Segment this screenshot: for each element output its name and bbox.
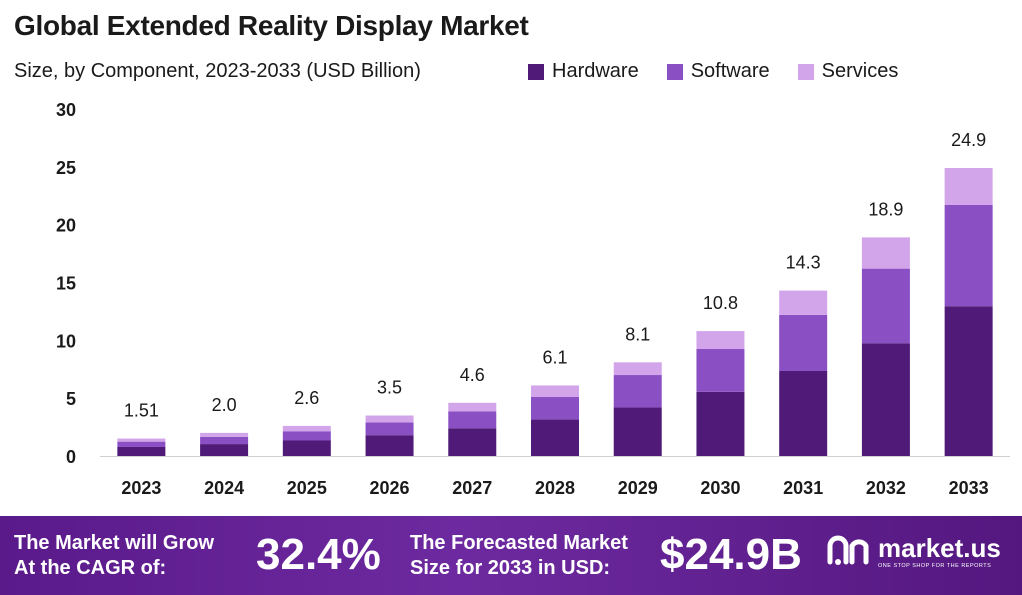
chart-subtitle: Size, by Component, 2023-2033 (USD Billi… — [14, 60, 421, 82]
bar-segment-hardware — [779, 370, 828, 456]
x-tick-label: 2032 — [866, 478, 906, 498]
bar-segment-software — [117, 441, 166, 447]
bar-segment-services — [531, 385, 579, 398]
bar-segment-software — [696, 349, 745, 392]
legend-item-services: Services — [797, 60, 899, 83]
bar-segment-services — [365, 415, 414, 423]
y-tick-label: 25 — [56, 158, 76, 178]
bar-segment-hardware — [200, 444, 249, 456]
cagr-value: 32.4% — [256, 530, 381, 579]
forecast-label-line2: Size for 2033 in USD: — [410, 557, 611, 579]
bar-segment-software — [531, 397, 579, 420]
bar-total-label: 14.3 — [786, 253, 821, 273]
logo-tagline: ONE STOP SHOP FOR THE REPORTS — [878, 563, 992, 569]
bar-segment-hardware — [613, 407, 662, 456]
bar-total-label: 6.1 — [542, 347, 567, 367]
bar-segment-hardware — [861, 343, 910, 456]
bar-segment-hardware — [531, 419, 579, 456]
bar-total-label: 4.6 — [460, 365, 485, 385]
cagr-label-line2: At the CAGR of: — [14, 557, 167, 579]
bar-segment-hardware — [448, 428, 497, 456]
bar-segment-services — [613, 362, 662, 376]
x-tick-label: 2029 — [618, 478, 658, 498]
bar-total-label: 1.51 — [124, 401, 159, 421]
y-tick-label: 10 — [56, 331, 76, 351]
x-tick-label: 2031 — [783, 478, 823, 498]
y-tick-label: 0 — [66, 447, 76, 467]
bar-segment-services — [944, 167, 993, 206]
logo-name: market.us — [878, 533, 1001, 563]
bar-segment-hardware — [117, 446, 166, 456]
legend-item-software: Software — [666, 60, 770, 83]
bar-total-label: 2.6 — [294, 388, 319, 408]
legend-swatch-hardware — [528, 63, 544, 80]
bar-segment-services — [696, 331, 745, 350]
x-tick-label: 2030 — [700, 478, 740, 498]
bar-segment-hardware — [944, 306, 993, 456]
legend-swatch-software — [666, 63, 683, 80]
legend-label-services: Services — [821, 60, 899, 82]
y-tick-label: 15 — [56, 274, 76, 294]
x-tick-label: 2025 — [287, 478, 327, 498]
bar-segment-hardware — [696, 391, 745, 456]
bar-segment-software — [779, 314, 828, 371]
x-tick-label: 2027 — [452, 478, 492, 498]
bar-segment-services — [200, 432, 249, 437]
x-tick-label: 2033 — [949, 478, 989, 498]
legend-label-hardware: Hardware — [552, 60, 639, 82]
bar-segment-services — [779, 290, 828, 315]
legend: Hardware Software Services — [528, 60, 898, 83]
legend-label-software: Software — [690, 60, 770, 82]
bar-segment-services — [282, 425, 331, 432]
bar-total-label: 24.9 — [951, 130, 986, 150]
y-tick-label: 20 — [56, 216, 76, 236]
legend-swatch-services — [797, 63, 814, 80]
bar-segment-software — [282, 431, 331, 441]
cagr-label: The Market will Grow At the CAGR of: — [14, 531, 214, 581]
chart-title: Global Extended Reality Display Market — [14, 10, 529, 41]
bar-segment-hardware — [282, 440, 331, 456]
x-tick-label: 2028 — [535, 478, 575, 498]
bar-segment-hardware — [365, 435, 414, 456]
bar-segment-software — [365, 422, 414, 436]
forecast-label-line1: The Forecasted Market — [410, 532, 628, 554]
bar-total-label: 10.8 — [703, 293, 738, 313]
legend-item-hardware: Hardware — [528, 60, 639, 83]
summary-banner: The Market will Grow At the CAGR of: 32.… — [0, 516, 1022, 595]
market-us-logo-icon — [827, 535, 869, 565]
bar-segment-services — [448, 402, 497, 412]
bar-segment-software — [613, 375, 662, 408]
bar-segment-software — [861, 268, 910, 344]
bar-total-label: 2.0 — [212, 395, 237, 415]
market-us-logo: market.us ONE STOP SHOP FOR THE REPORTS — [826, 532, 1001, 572]
bar-total-label: 8.1 — [625, 324, 650, 344]
stacked-bar-chart: 0510152025301.5120232.020242.620253.5202… — [56, 100, 1010, 498]
x-tick-label: 2024 — [204, 478, 244, 498]
forecast-value: $24.9B — [660, 530, 802, 579]
y-tick-label: 30 — [56, 100, 76, 120]
bar-segment-services — [117, 438, 166, 442]
x-tick-label: 2023 — [121, 478, 161, 498]
bar-segment-software — [448, 411, 497, 429]
bar-total-label: 18.9 — [868, 199, 903, 219]
bar-total-label: 3.5 — [377, 378, 402, 398]
y-tick-label: 5 — [66, 389, 76, 409]
cagr-label-line1: The Market will Grow — [14, 532, 215, 554]
forecast-label: The Forecasted Market Size for 2033 in U… — [410, 531, 628, 581]
bar-segment-software — [944, 205, 993, 307]
x-tick-label: 2026 — [370, 478, 410, 498]
bar-segment-software — [200, 436, 249, 445]
bar-segment-services — [861, 237, 910, 269]
